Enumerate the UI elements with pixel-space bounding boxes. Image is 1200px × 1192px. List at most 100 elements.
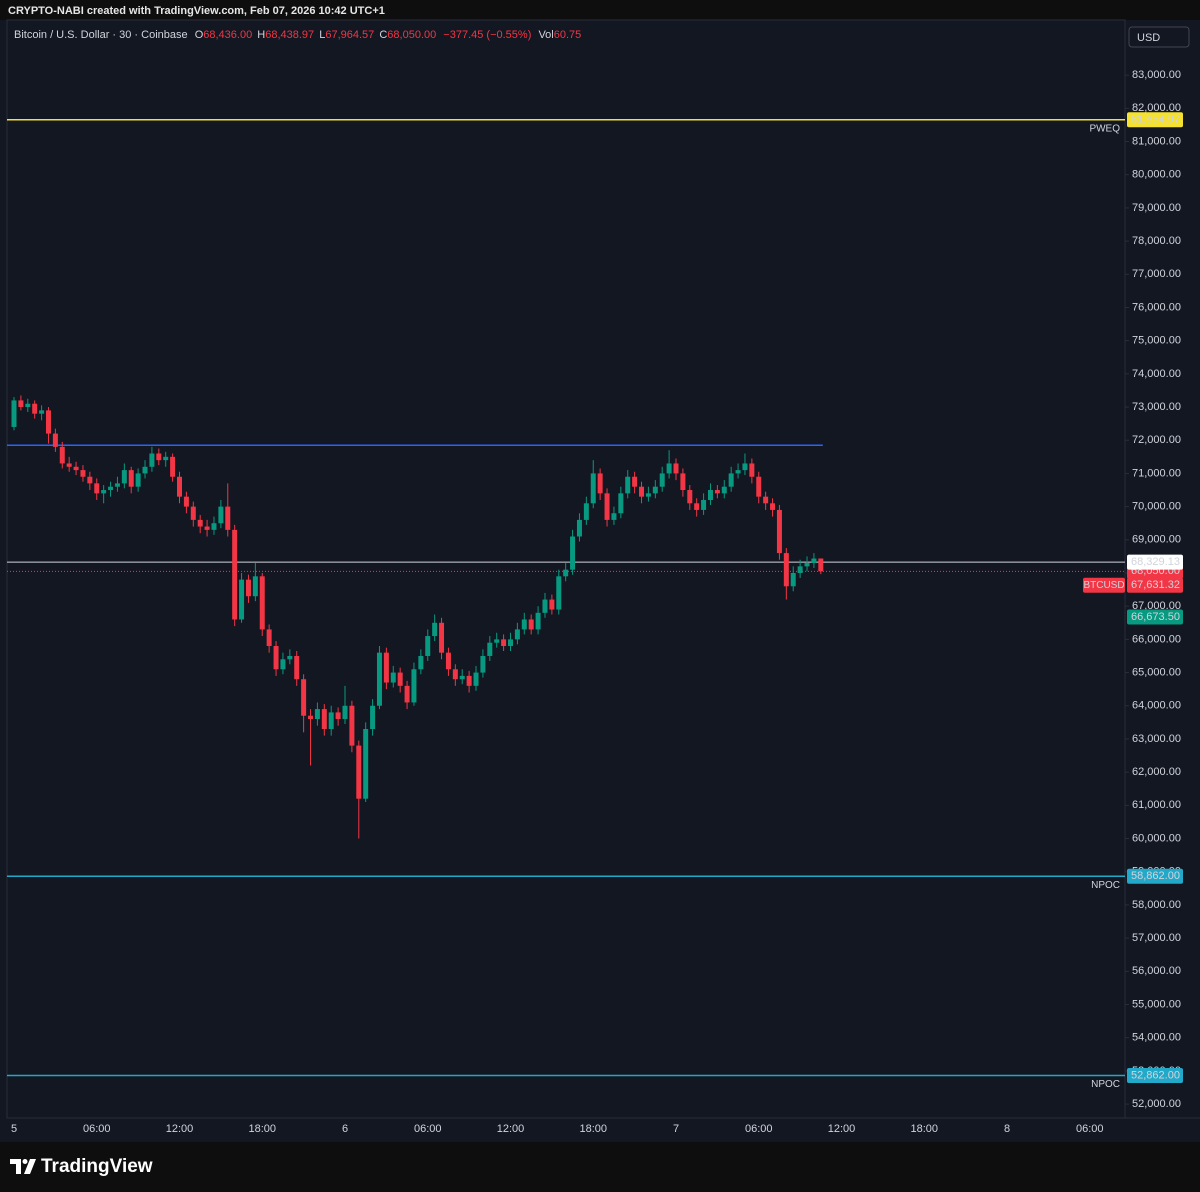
price-tag-label: 68,329.13 — [1131, 556, 1180, 568]
candle-body — [245, 579, 251, 597]
x-tick-label: 8 — [1004, 1123, 1010, 1135]
y-tick-label: 57,000.00 — [1132, 932, 1181, 944]
candle-body — [280, 659, 286, 670]
y-tick-label: 56,000.00 — [1132, 965, 1181, 977]
y-tick-label: 64,000.00 — [1132, 700, 1181, 712]
candle-body — [783, 553, 789, 587]
y-tick-label: 73,000.00 — [1132, 401, 1181, 413]
candle-body — [701, 499, 707, 510]
y-tick-label: 55,000.00 — [1132, 998, 1181, 1010]
y-tick-label: 54,000.00 — [1132, 1032, 1181, 1044]
y-tick-label: 58,000.00 — [1132, 899, 1181, 911]
footer — [0, 1142, 1200, 1192]
candle-body — [770, 503, 776, 510]
x-tick-label: 18:00 — [579, 1123, 607, 1135]
candle-body — [349, 705, 355, 746]
level-name: NPOC — [1091, 880, 1120, 891]
candle-body — [287, 655, 293, 660]
legend-value: 68,050.00 — [387, 29, 436, 41]
y-tick-label: 69,000.00 — [1132, 534, 1181, 546]
y-tick-label: 76,000.00 — [1132, 301, 1181, 313]
candle-body — [128, 470, 134, 487]
candle-body — [632, 476, 638, 487]
legend-value: 60.75 — [554, 29, 582, 41]
candle-body — [225, 506, 231, 530]
candle-body — [487, 642, 493, 656]
level-tag — [1127, 868, 1183, 884]
candle-body — [790, 573, 796, 587]
candle-body — [142, 466, 148, 474]
candle-body — [370, 705, 376, 729]
brand: TradingView — [41, 1156, 153, 1177]
candle-body — [294, 655, 300, 680]
legend: Bitcoin / U.S. Dollar · 30 · Coinbase O6… — [14, 29, 581, 41]
price-tag — [1127, 609, 1183, 625]
candle-body — [521, 619, 527, 630]
candle-body — [590, 473, 596, 504]
candle-body — [494, 639, 500, 643]
currency[interactable]: USD — [1137, 32, 1160, 44]
candle-body — [542, 599, 548, 613]
candle-body — [721, 486, 727, 494]
candle-body — [811, 558, 817, 564]
legend-key: C — [379, 29, 387, 41]
candle-body — [652, 486, 658, 494]
candle-body — [680, 473, 686, 491]
currency-button[interactable] — [1128, 26, 1190, 48]
candle-body — [383, 652, 389, 683]
candle-body — [645, 493, 651, 497]
candle-body — [94, 483, 100, 494]
y-tick-label: 80,000.00 — [1132, 169, 1181, 181]
candle-body — [314, 709, 320, 720]
candle-body — [480, 655, 486, 673]
candle-body — [439, 622, 445, 653]
candle-body — [328, 712, 334, 729]
y-tick-label: 52,000.00 — [1132, 1098, 1181, 1110]
candle-body — [666, 463, 672, 474]
x-tick-label: 7 — [673, 1123, 679, 1135]
candle-body — [376, 652, 382, 706]
x-tick-label: 18:00 — [910, 1123, 938, 1135]
candle-body — [776, 509, 782, 554]
candle-body — [335, 712, 341, 720]
logo-part — [10, 1159, 21, 1174]
level-tag-label: 58,862.00 — [1131, 870, 1180, 882]
candle-body — [611, 513, 617, 520]
candle-body — [114, 483, 120, 487]
candle-body — [32, 403, 38, 414]
y-tick-label: 78,000.00 — [1132, 235, 1181, 247]
y-tick-label: 66,000.00 — [1132, 633, 1181, 645]
candle-body — [73, 466, 79, 471]
price-tag-label: 67,631.32 — [1131, 579, 1180, 591]
candle-body — [528, 619, 534, 630]
candle-body — [135, 473, 141, 487]
top-bar — [0, 0, 1200, 20]
candle-body — [204, 526, 210, 530]
y-tick-label: 65,000.00 — [1132, 666, 1181, 678]
candle-body — [563, 569, 569, 577]
candle-body — [735, 470, 741, 474]
candle-body — [18, 400, 24, 408]
y-tick-label: 62,000.00 — [1132, 766, 1181, 778]
candle-body — [459, 675, 465, 680]
level-name: PWEQ — [1089, 123, 1120, 134]
candle-body — [342, 705, 348, 720]
legend-key: H — [257, 29, 265, 41]
x-tick-label: 12:00 — [166, 1123, 194, 1135]
x-tick-label: 12:00 — [828, 1123, 856, 1135]
level-tag-label: 81,654.97 — [1131, 114, 1180, 126]
candle-body — [549, 599, 555, 610]
candle-body — [728, 473, 734, 487]
candle-body — [425, 636, 431, 656]
y-tick-label: 77,000.00 — [1132, 268, 1181, 280]
legend-change: −377.45 (−0.55%) — [443, 29, 531, 41]
candle-body — [232, 529, 238, 620]
brand-logo — [10, 1159, 36, 1174]
candle-body — [673, 463, 679, 474]
candle-body — [749, 463, 755, 477]
candle-body — [177, 476, 182, 497]
candle-body — [156, 453, 162, 461]
candle-body — [742, 463, 748, 471]
x-tick-label: 06:00 — [414, 1123, 442, 1135]
